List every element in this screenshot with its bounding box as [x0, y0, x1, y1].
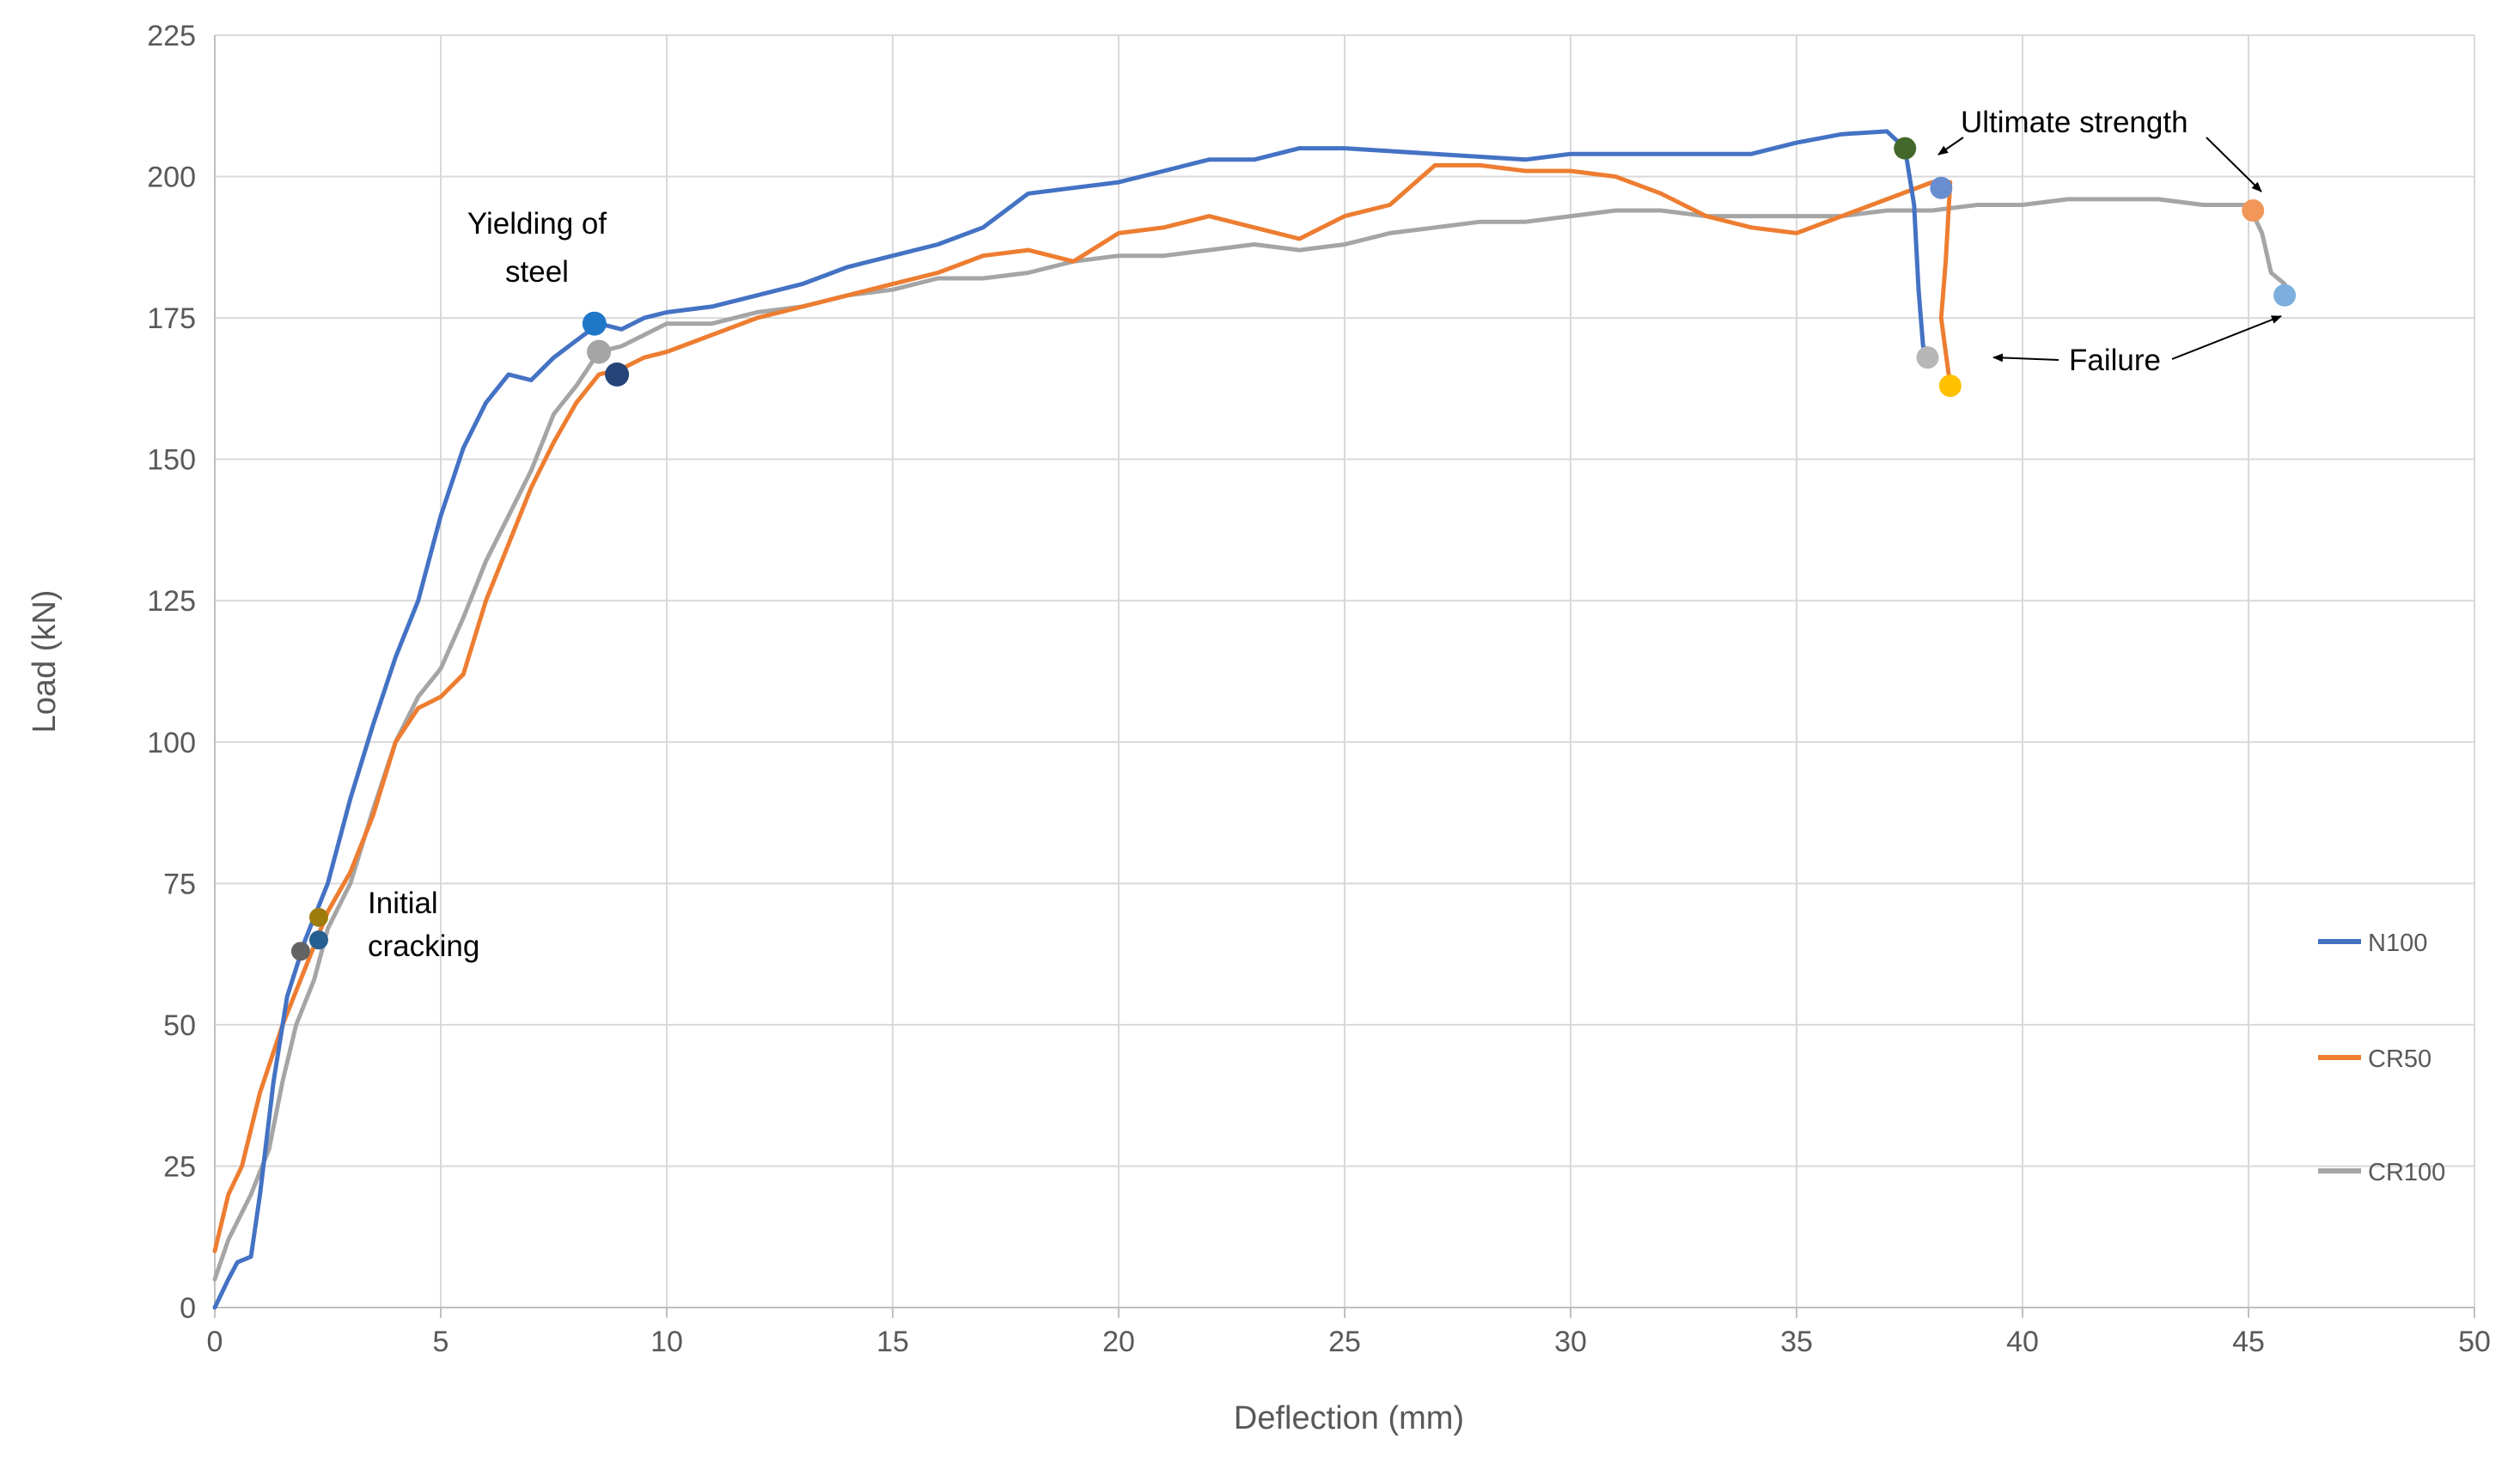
marker-layer [290, 137, 2297, 961]
series-line-cr100 [212, 197, 2291, 1282]
annotation-ultimate: Ultimate strength [1937, 106, 2262, 192]
y-tick-label: 100 [147, 727, 196, 759]
annotation-ultimate-label: Ultimate strength [1961, 106, 2188, 139]
gridlines [215, 34, 2475, 1308]
data-marker [2273, 283, 2297, 307]
y-tick-label: 225 [147, 20, 196, 52]
data-marker [308, 907, 328, 927]
y-tick-label: 150 [147, 444, 196, 477]
x-tick-label: 30 [1554, 1326, 1587, 1358]
legend-label-cr100: CR100 [2368, 1159, 2445, 1186]
annotation-yielding-line1: Yielding of [467, 207, 607, 241]
series-line-cr50 [212, 162, 1953, 1253]
y-tick-label: 175 [147, 302, 196, 335]
annotation-cracking: Initial cracking [368, 887, 479, 963]
x-tick-label: 50 [2458, 1326, 2491, 1358]
legend: N100 CR50 CR100 [2318, 930, 2445, 1186]
axes: 0 25 50 75 100 125 150 175 200 225 0 5 10 15 20 25 30 35 4… [147, 20, 2491, 1358]
y-tick-label: 125 [147, 585, 196, 618]
y-tick-label: 75 [163, 868, 196, 900]
data-marker [605, 362, 630, 387]
annotation-yielding-line2: steel [505, 255, 569, 289]
failure-arrow-right [2171, 315, 2282, 360]
x-tick-label: 25 [1328, 1326, 1361, 1358]
data-marker [582, 311, 607, 336]
data-marker [1930, 176, 1953, 199]
series-layer [212, 129, 2291, 1310]
y-tick-label: 200 [147, 162, 196, 194]
y-tick-label: 50 [163, 1009, 196, 1042]
y-tick-label: 25 [163, 1150, 196, 1183]
annotation-failure-label: Failure [2069, 344, 2161, 377]
data-marker [2242, 199, 2265, 223]
data-marker [290, 942, 310, 961]
ultimate-arrow-right [2206, 137, 2262, 192]
x-tick-label: 45 [2232, 1326, 2265, 1358]
x-tick-label: 20 [1102, 1326, 1135, 1358]
data-marker [1916, 346, 1939, 369]
failure-arrow-left [1992, 353, 2059, 363]
ultimate-arrow-left [1937, 137, 1964, 155]
legend-label-cr50: CR50 [2368, 1046, 2432, 1073]
x-tick-label: 35 [1780, 1326, 1813, 1358]
data-marker [308, 930, 328, 950]
y-tick-label: 0 [180, 1292, 196, 1325]
y-axis-title: Load (kN) [27, 590, 63, 734]
x-tick-label: 0 [207, 1326, 223, 1358]
data-marker [1938, 375, 1962, 398]
data-marker [1894, 137, 1917, 160]
data-marker [587, 339, 612, 364]
x-tick-label: 5 [433, 1326, 449, 1358]
annotation-cracking-line1: Initial [368, 887, 438, 920]
x-tick-label: 40 [2006, 1326, 2039, 1358]
annotation-cracking-line2: cracking [368, 930, 479, 963]
x-tick-label: 10 [650, 1326, 683, 1358]
x-axis-title: Deflection (mm) [1234, 1400, 1464, 1436]
annotation-failure: Failure [1992, 315, 2282, 377]
x-tick-label: 15 [876, 1326, 909, 1358]
annotation-yielding: Yielding of steel [467, 207, 607, 289]
series-line-n100 [212, 129, 1935, 1310]
legend-label-n100: N100 [2368, 930, 2427, 957]
